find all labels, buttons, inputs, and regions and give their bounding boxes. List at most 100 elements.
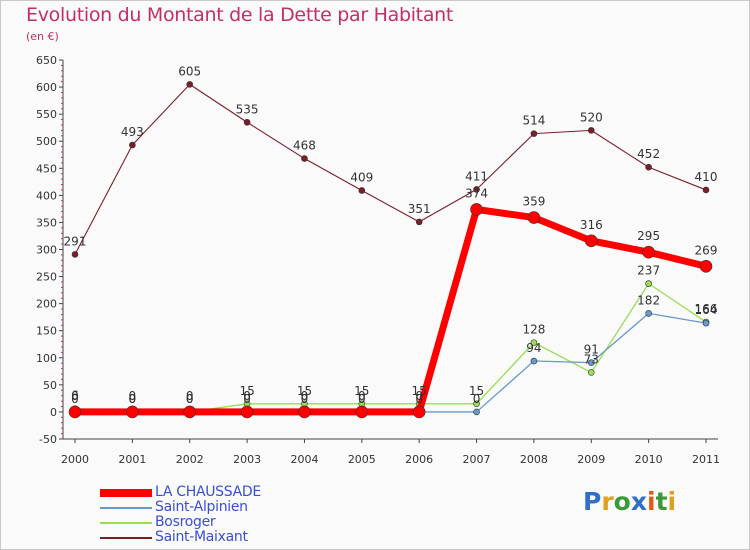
data-label-la-chaussade: 0 bbox=[243, 389, 251, 403]
data-label-la-chaussade: 0 bbox=[186, 389, 194, 403]
data-label-bosroger: 15 bbox=[469, 384, 484, 398]
y-tick-label: 100 bbox=[36, 352, 57, 365]
data-point-saint-alpinien bbox=[587, 359, 595, 366]
x-tick-label: 2009 bbox=[577, 453, 605, 466]
data-point-saint-maixant bbox=[71, 251, 79, 258]
data-point-saint-maixant bbox=[129, 141, 136, 149]
data-point-saint-alpinien bbox=[702, 319, 710, 327]
x-tick-label: 2000 bbox=[61, 453, 89, 466]
data-label-la-chaussade: 0 bbox=[358, 389, 366, 403]
data-label-saint-maixant: 410 bbox=[695, 170, 718, 184]
data-point-bosroger bbox=[645, 280, 652, 287]
legend-swatch bbox=[100, 522, 152, 524]
data-point-bosroger bbox=[587, 369, 595, 376]
y-tick-label: 200 bbox=[36, 298, 57, 311]
logo-letter: x bbox=[630, 487, 647, 516]
y-tick-label: 450 bbox=[36, 162, 57, 175]
data-point-saint-maixant bbox=[358, 187, 366, 194]
legend-swatch bbox=[100, 507, 152, 509]
y-tick-label: -50 bbox=[39, 433, 57, 446]
data-label-saint-maixant: 493 bbox=[121, 125, 144, 139]
data-label-saint-maixant: 535 bbox=[236, 102, 259, 116]
data-label-bosroger: 73 bbox=[584, 352, 599, 366]
data-label-bosroger: 166 bbox=[695, 302, 718, 316]
data-point-saint-maixant bbox=[473, 186, 480, 193]
x-tick-label: 2005 bbox=[348, 453, 376, 466]
data-label-la-chaussade: 0 bbox=[301, 389, 309, 403]
data-point-la-chaussade bbox=[584, 234, 598, 248]
y-tick-label: 650 bbox=[36, 54, 57, 67]
data-label-saint-alpinien: 0 bbox=[473, 392, 481, 406]
data-label-la-chaussade: 359 bbox=[522, 195, 545, 209]
data-label-bosroger: 15 bbox=[297, 384, 312, 398]
series-line-saint-alpinien bbox=[75, 312, 707, 413]
chart-title: Evolution du Montant de la Dette par Hab… bbox=[26, 4, 454, 26]
series-line-bosroger bbox=[74, 282, 707, 413]
data-point-la-chaussade bbox=[699, 259, 713, 273]
data-point-saint-maixant bbox=[587, 127, 595, 134]
data-point-la-chaussade bbox=[355, 405, 369, 419]
data-label-saint-alpinien: 0 bbox=[301, 392, 309, 406]
data-label-bosroger: 0 bbox=[129, 392, 137, 406]
data-label-saint-alpinien: 0 bbox=[415, 392, 423, 406]
data-label-la-chaussade: 0 bbox=[129, 389, 137, 403]
x-tick-label: 2004 bbox=[290, 453, 318, 466]
data-label-la-chaussade: 295 bbox=[637, 229, 660, 243]
x-tick-label: 2001 bbox=[118, 453, 146, 466]
logo-letter: i bbox=[667, 487, 677, 516]
logo-letter: i bbox=[647, 487, 656, 516]
data-label-bosroger: 237 bbox=[637, 264, 660, 278]
data-label-bosroger: 128 bbox=[522, 323, 545, 337]
data-label-saint-maixant: 351 bbox=[408, 202, 431, 216]
data-label-bosroger: 15 bbox=[239, 384, 254, 398]
data-point-saint-maixant bbox=[702, 186, 710, 194]
logo-letter: o bbox=[613, 487, 631, 516]
data-point-la-chaussade bbox=[126, 405, 139, 419]
y-tick-label: 600 bbox=[36, 81, 57, 94]
data-point-la-chaussade bbox=[68, 405, 82, 419]
data-label-saint-maixant: 411 bbox=[465, 169, 488, 183]
data-label-la-chaussade: 269 bbox=[695, 243, 718, 257]
data-label-saint-alpinien: 0 bbox=[243, 392, 251, 406]
y-tick-label: 150 bbox=[36, 325, 57, 338]
x-tick-label: 2006 bbox=[405, 453, 433, 466]
data-label-bosroger: 6 bbox=[71, 389, 79, 403]
data-label-bosroger: 15 bbox=[354, 384, 369, 398]
data-point-saint-alpinien bbox=[473, 408, 480, 416]
data-label-saint-alpinien: 0 bbox=[129, 392, 137, 406]
data-label-saint-alpinien: 91 bbox=[584, 343, 599, 357]
x-tick-label: 2003 bbox=[233, 453, 261, 466]
data-point-saint-maixant bbox=[186, 81, 194, 88]
data-label-bosroger: 0 bbox=[186, 392, 194, 406]
legend-label: LA CHAUSSADE bbox=[155, 484, 261, 500]
series-line-la-chaussade bbox=[75, 205, 707, 416]
legend-label: Bosroger bbox=[155, 514, 216, 530]
chart-subtitle: (en €) bbox=[26, 30, 59, 43]
y-tick-label: 500 bbox=[36, 135, 57, 148]
data-point-la-chaussade bbox=[298, 405, 311, 419]
data-point-la-chaussade bbox=[642, 245, 655, 259]
data-point-la-chaussade bbox=[240, 405, 254, 419]
data-label-saint-alpinien: 0 bbox=[71, 392, 79, 406]
legend-swatch bbox=[100, 489, 152, 497]
data-point-saint-maixant bbox=[243, 118, 251, 126]
data-label-la-chaussade: 374 bbox=[465, 186, 488, 200]
logo-letter: P bbox=[583, 487, 602, 516]
data-label-la-chaussade: 0 bbox=[71, 389, 79, 403]
x-tick-label: 2010 bbox=[635, 453, 663, 466]
data-label-saint-alpinien: 0 bbox=[186, 392, 194, 406]
x-tick-label: 2002 bbox=[176, 453, 204, 466]
logo-letter: r bbox=[601, 487, 614, 516]
series-line-saint-maixant bbox=[74, 83, 707, 255]
data-point-bosroger bbox=[473, 400, 480, 408]
logo-letter: t bbox=[655, 487, 668, 516]
data-point-bosroger bbox=[530, 339, 538, 346]
y-tick-label: 350 bbox=[36, 216, 57, 229]
data-label-saint-maixant: 605 bbox=[178, 64, 201, 78]
y-tick-label: 550 bbox=[36, 108, 57, 121]
data-label-saint-maixant: 520 bbox=[580, 110, 603, 124]
x-tick-label: 2011 bbox=[692, 453, 720, 466]
data-point-saint-maixant bbox=[645, 163, 652, 171]
